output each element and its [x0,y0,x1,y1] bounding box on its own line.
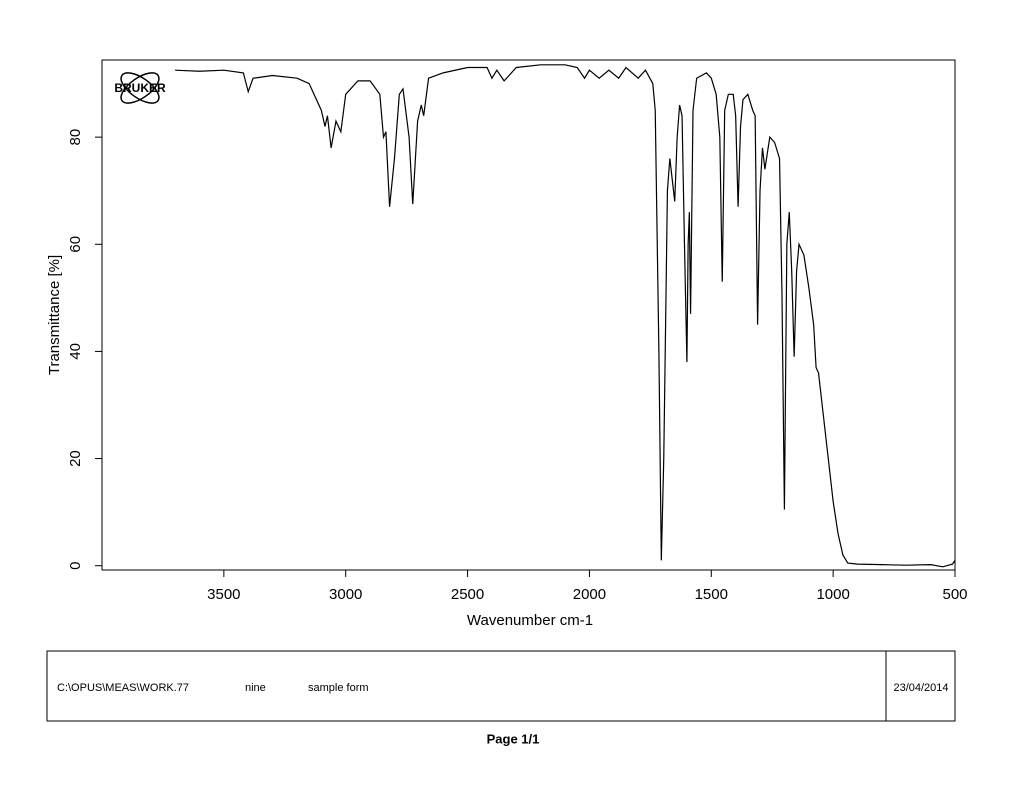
x-tick-label: 3500 [207,586,240,603]
page-number: Page 1/1 [487,731,540,746]
y-tick-label: 60 [67,236,84,253]
footer-date: 23/04/2014 [893,682,948,694]
y-tick-label: 20 [67,450,84,467]
footer-form: sample form [308,682,369,694]
x-tick-label: 1500 [695,586,728,603]
x-tick-label: 2000 [573,586,606,603]
y-tick-label: 40 [67,343,84,360]
x-tick-label: 3000 [329,586,362,603]
spectrum-line [175,64,956,568]
logo: BRUKER [114,72,166,104]
footer-name: nine [245,682,266,694]
y-tick-label: 80 [67,129,84,146]
x-axis-label: Wavenumber cm-1 [467,612,593,629]
logo-orbit [120,72,160,104]
x-tick-label: 2500 [451,586,484,603]
logo-orbit [120,72,160,104]
footer-file: C:\OPUS\MEAS\WORK.77 [57,682,189,694]
x-tick-label: 1000 [816,586,849,603]
x-tick-label: 500 [942,586,967,603]
y-axis-label: Transmittance [%] [46,255,63,375]
footer-box [46,650,956,722]
logo-text: BRUKER [114,81,166,95]
plot-frame [101,59,956,571]
y-tick-label: 0 [67,562,84,570]
